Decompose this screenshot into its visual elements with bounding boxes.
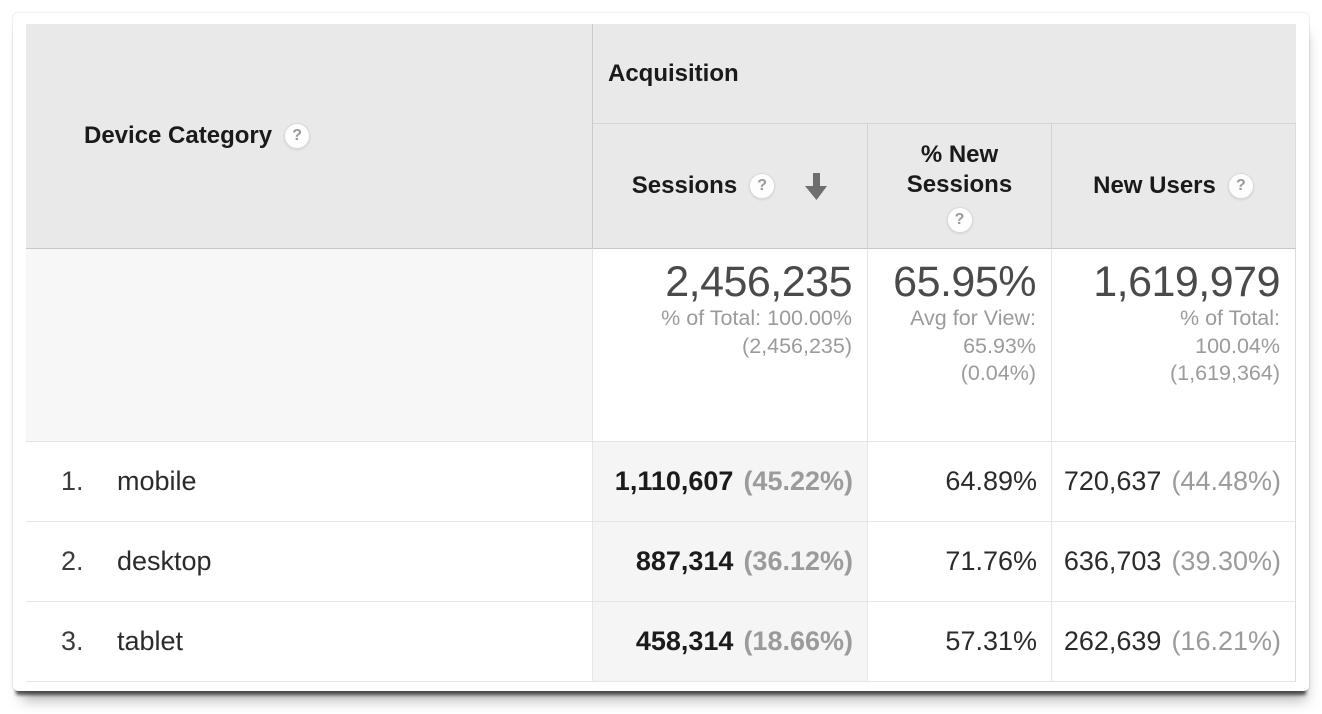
summary-sessions-cell: 2,456,235 % of Total: 100.00% (2,456,235… xyxy=(592,248,867,442)
pct-new-sessions-value: 64.89% xyxy=(945,466,1037,496)
row-rank: 2. xyxy=(61,546,84,576)
pct-new-sessions-header-label: % New Sessions xyxy=(906,140,1013,198)
device-category-header-label: Device Category xyxy=(84,122,273,149)
sessions-percent: (45.22%) xyxy=(743,466,853,496)
sort-descending-icon[interactable] xyxy=(805,172,828,200)
row-rank: 1. xyxy=(61,466,84,496)
group-header-acquisition: Acquisition xyxy=(592,24,1296,124)
pct-new-sessions-cell: 57.31% xyxy=(867,602,1051,682)
pct-new-sessions-total-note: (0.04%) xyxy=(960,360,1036,385)
pct-new-sessions-cell: 71.76% xyxy=(867,522,1051,602)
new-users-total-note: (1,619,364) xyxy=(1170,360,1280,385)
help-icon[interactable]: ? xyxy=(946,206,973,233)
sessions-header-label: Sessions xyxy=(631,172,738,199)
row-rank: 3. xyxy=(61,626,84,656)
sessions-value: 887,314 xyxy=(635,546,734,576)
analytics-table-card: Device Category ? Acquisition Sessions ?… xyxy=(13,13,1309,691)
pct-new-sessions-value: 71.76% xyxy=(945,546,1037,576)
device-category-table: Device Category ? Acquisition Sessions ?… xyxy=(26,24,1296,682)
column-header-device-category[interactable]: Device Category ? xyxy=(26,24,592,248)
column-header-pct-new-sessions[interactable]: % New Sessions ? xyxy=(867,124,1051,248)
device-category-value[interactable]: tablet xyxy=(117,626,184,656)
new-users-total-note: 100.04% xyxy=(1195,333,1280,358)
column-header-new-users[interactable]: New Users ? xyxy=(1051,124,1296,248)
new-users-percent: (16.21%) xyxy=(1171,626,1281,656)
help-icon[interactable]: ? xyxy=(1227,173,1254,199)
new-users-value: 636,703 xyxy=(1063,546,1162,576)
new-users-cell: 262,639 (16.21%) xyxy=(1051,602,1296,682)
sessions-percent: (36.12%) xyxy=(743,546,853,576)
pct-new-sessions-total-note: Avg for View: xyxy=(910,306,1036,331)
device-category-cell: 3. tablet xyxy=(26,602,592,682)
summary-dimension-cell xyxy=(26,248,592,442)
new-users-value: 262,639 xyxy=(1063,626,1162,656)
summary-pct-new-sessions-cell: 65.95% Avg for View: 65.93% (0.04%) xyxy=(867,248,1051,442)
summary-new-users-cell: 1,619,979 % of Total: 100.04% (1,619,364… xyxy=(1051,248,1296,442)
pct-new-sessions-total-value: 65.95% xyxy=(893,258,1036,306)
new-users-value: 720,637 xyxy=(1063,466,1162,496)
help-icon[interactable]: ? xyxy=(749,173,776,199)
sessions-percent: (18.66%) xyxy=(743,626,853,656)
device-category-value[interactable]: mobile xyxy=(117,466,197,496)
column-header-sessions[interactable]: Sessions ? xyxy=(592,124,867,248)
sessions-cell: 458,314 (18.66%) xyxy=(592,602,867,682)
new-users-total-value: 1,619,979 xyxy=(1093,258,1280,306)
acquisition-header-label: Acquisition xyxy=(608,59,739,87)
device-category-cell: 2. desktop xyxy=(26,522,592,602)
new-users-total-note: % of Total: xyxy=(1180,306,1280,331)
new-users-header-label: New Users xyxy=(1093,172,1216,199)
device-category-cell: 1. mobile xyxy=(26,442,592,522)
new-users-cell: 720,637 (44.48%) xyxy=(1051,442,1296,522)
sessions-cell: 1,110,607 (45.22%) xyxy=(592,442,867,522)
new-users-percent: (44.48%) xyxy=(1171,466,1281,496)
sessions-cell: 887,314 (36.12%) xyxy=(592,522,867,602)
sessions-total-note: % of Total: 100.00% xyxy=(661,306,852,331)
pct-new-sessions-total-note: 65.93% xyxy=(963,333,1036,358)
new-users-cell: 636,703 (39.30%) xyxy=(1051,522,1296,602)
help-icon[interactable]: ? xyxy=(284,123,311,149)
sessions-total-value: 2,456,235 xyxy=(665,258,852,306)
pct-new-sessions-cell: 64.89% xyxy=(867,442,1051,522)
pct-new-sessions-value: 57.31% xyxy=(945,626,1037,656)
new-users-percent: (39.30%) xyxy=(1171,546,1281,576)
sessions-total-note: (2,456,235) xyxy=(742,333,852,358)
sessions-value: 1,110,607 xyxy=(614,466,734,496)
device-category-value[interactable]: desktop xyxy=(117,546,212,576)
sessions-value: 458,314 xyxy=(635,626,734,656)
